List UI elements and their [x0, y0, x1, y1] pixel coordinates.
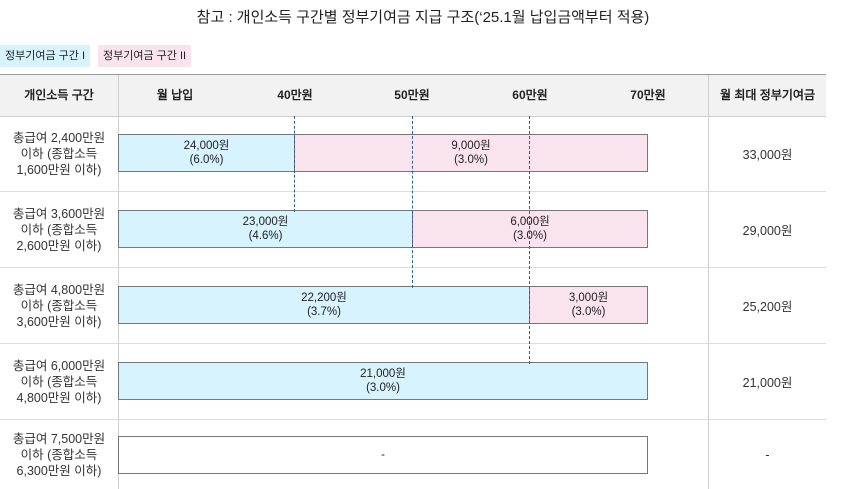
legend: 정부기여금 구간 I 정부기여금 구간 II: [0, 45, 199, 67]
tier1-rate: (3.0%): [366, 382, 400, 394]
header-monthly-payment: 월 납입: [156, 88, 194, 102]
legend-tier1: 정부기여금 구간 I: [0, 45, 91, 67]
label-line: 4,800만원 이하): [16, 390, 102, 405]
tier1-amount: 23,000원: [242, 216, 289, 228]
guide-line-50: [412, 116, 413, 288]
label-line: 6,300만원 이하): [16, 463, 102, 478]
label-line: 3,600만원 이하): [16, 314, 102, 329]
tier1-rate: (6.0%): [189, 154, 224, 166]
income-bracket-label: 총급여 4,800만원 이하 (종합소득 3,600만원 이하): [0, 268, 118, 343]
max-contribution-value: 21,000원: [742, 376, 793, 390]
table-row: 총급여 4,800만원 이하 (종합소득 3,600만원 이하) 22,200원…: [0, 268, 826, 344]
tick-70: 70만원: [630, 88, 666, 102]
max-contribution-value: 29,000원: [742, 224, 793, 238]
tier2-rate: (3.0%): [571, 306, 606, 318]
column-divider: [708, 75, 709, 489]
tier1-bar: 24,000원 (6.0%): [118, 134, 295, 172]
label-line: 이하 (종합소득: [20, 222, 98, 237]
tier2-amount: 3,000원: [568, 292, 609, 304]
tier2-bar: 6,000원 (3.0%): [412, 210, 648, 248]
income-bracket-label: 총급여 3,600만원 이하 (종합소득 2,600만원 이하): [0, 192, 118, 267]
max-contribution-value: 25,200원: [742, 300, 793, 314]
tick-60: 60만원: [512, 88, 548, 102]
tier1-bar: 21,000원 (3.0%): [118, 362, 648, 400]
tier2-bar: 9,000원 (3.0%): [294, 134, 648, 172]
max-contribution-value: 33,000원: [742, 148, 793, 162]
label-line: 총급여 6,000만원: [12, 358, 106, 373]
label-line: 총급여 7,500만원: [12, 431, 106, 446]
tier1-bar: 22,200원 (3.7%): [118, 286, 530, 324]
table-row: 총급여 3,600만원 이하 (종합소득 2,600만원 이하) 23,000원…: [0, 192, 826, 268]
no-contribution-bar: -: [118, 436, 648, 474]
guide-line-40: [294, 116, 295, 212]
label-line: 이하 (종합소득: [20, 146, 98, 161]
tick-50: 50만원: [394, 88, 430, 102]
label-line: 총급여 2,400만원: [12, 130, 106, 145]
page-title: 참고 : 개인소득 구간별 정부기여금 지급 구조(‘25.1월 납입금액부터 …: [196, 9, 650, 26]
tier2-rate: (3.0%): [454, 154, 488, 166]
label-line: 이하 (종합소득: [20, 447, 98, 462]
table-row: 총급여 7,500만원 이하 (종합소득 6,300만원 이하) - -: [0, 420, 826, 489]
tier2-rate: (3.0%): [513, 230, 547, 242]
tier1-amount: 24,000원: [183, 140, 230, 152]
tier1-rate: (4.6%): [248, 230, 283, 242]
tier1-amount: 22,200원: [301, 292, 347, 304]
label-line: 이하 (종합소득: [20, 374, 98, 389]
header-income-bracket: 개인소득 구간: [24, 88, 94, 102]
table-header: 개인소득 구간 월 납입 40만원 50만원 60만원 70만원 월 최대 정부…: [0, 75, 826, 117]
tier1-rate: (3.7%): [307, 306, 341, 318]
tier2-bar: 3,000원 (3.0%): [529, 286, 648, 324]
table-row: 총급여 2,400만원 이하 (종합소득 1,600만원 이하) 24,000원…: [0, 116, 826, 192]
tier1-amount: 21,000원: [360, 368, 406, 380]
guide-line-60: [529, 116, 530, 364]
tier1-bar: 23,000원 (4.6%): [118, 210, 413, 248]
header-max-contribution: 월 최대 정부기여금: [720, 88, 815, 102]
label-line: 총급여 4,800만원: [12, 282, 106, 297]
max-contribution-value: -: [765, 447, 770, 462]
tick-40: 40만원: [277, 88, 313, 102]
label-line: 총급여 3,600만원: [12, 206, 106, 221]
no-contribution-text: -: [381, 449, 385, 461]
contribution-table: 개인소득 구간 월 납입 40만원 50만원 60만원 70만원 월 최대 정부…: [0, 74, 826, 489]
income-bracket-label: 총급여 2,400만원 이하 (종합소득 1,600만원 이하): [0, 116, 118, 191]
label-line: 2,600만원 이하): [16, 238, 102, 253]
column-divider: [118, 75, 119, 489]
income-bracket-label: 총급여 7,500만원 이하 (종합소득 6,300만원 이하): [0, 420, 118, 489]
income-bracket-label: 총급여 6,000만원 이하 (종합소득 4,800만원 이하): [0, 344, 118, 419]
legend-tier2: 정부기여금 구간 II: [98, 45, 192, 67]
label-line: 이하 (종합소득: [20, 298, 98, 313]
table-row: 총급여 6,000만원 이하 (종합소득 4,800만원 이하) 21,000원…: [0, 344, 826, 420]
tier2-amount: 9,000원: [451, 140, 491, 152]
label-line: 1,600만원 이하): [16, 162, 102, 177]
